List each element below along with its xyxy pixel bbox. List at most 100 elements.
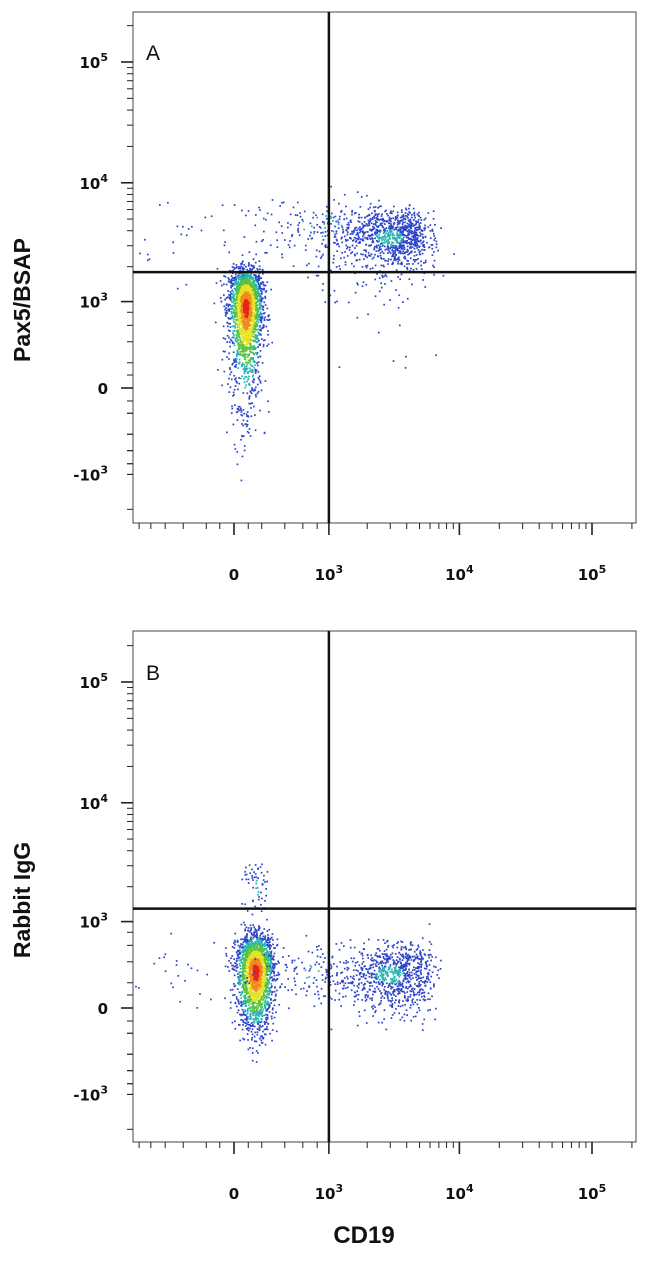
event-dot xyxy=(245,349,247,352)
event-dot xyxy=(240,377,242,380)
event-dot xyxy=(241,363,244,366)
event-dot xyxy=(374,213,377,215)
event-dot xyxy=(238,266,240,268)
event-dot xyxy=(263,976,266,978)
event-dot xyxy=(343,256,345,259)
event-dot xyxy=(440,227,442,229)
event-dot xyxy=(260,938,263,940)
event-dot xyxy=(249,304,252,307)
event-dot xyxy=(424,259,427,262)
event-dot xyxy=(238,324,241,326)
event-dot xyxy=(258,375,261,378)
event-dot xyxy=(398,251,400,254)
event-dot xyxy=(233,300,236,302)
event-dot xyxy=(391,241,393,243)
event-dot xyxy=(258,314,260,317)
event-dot xyxy=(255,934,257,937)
event-dot xyxy=(253,957,256,959)
event-dot xyxy=(248,297,251,300)
event-dot xyxy=(239,267,242,270)
event-dot xyxy=(236,953,239,955)
event-dot xyxy=(307,238,310,240)
event-dot xyxy=(261,1035,263,1037)
event-dot xyxy=(373,247,376,250)
event-dot xyxy=(423,249,425,251)
event-dot xyxy=(246,327,249,330)
event-dot xyxy=(408,220,411,223)
event-dot xyxy=(423,229,426,231)
event-dot xyxy=(362,281,365,283)
event-dot xyxy=(234,277,236,279)
event-dot xyxy=(246,319,249,321)
event-dot xyxy=(398,235,401,238)
event-dot xyxy=(263,997,265,1000)
event-dot xyxy=(242,973,245,976)
event-dot xyxy=(241,286,243,288)
event-dot xyxy=(260,958,263,961)
event-dot xyxy=(224,338,227,340)
event-dot xyxy=(259,381,262,384)
event-dot xyxy=(403,240,406,243)
event-dot xyxy=(255,328,258,331)
event-dot xyxy=(404,217,406,220)
event-dot xyxy=(263,312,266,314)
event-dot xyxy=(358,258,361,261)
event-dot xyxy=(346,227,349,229)
event-dot xyxy=(244,386,247,389)
event-dot xyxy=(261,1025,264,1027)
event-dot xyxy=(243,297,246,300)
event-dot xyxy=(402,218,405,220)
event-dot xyxy=(343,218,345,221)
event-dot xyxy=(260,955,263,957)
event-dot xyxy=(260,317,262,320)
event-dot xyxy=(254,372,257,374)
event-dot xyxy=(237,957,240,960)
event-dot xyxy=(237,316,240,318)
event-dot xyxy=(243,236,246,238)
event-dot xyxy=(392,261,394,264)
event-dot xyxy=(256,1031,259,1033)
event-dot xyxy=(242,306,245,309)
event-dot xyxy=(361,266,364,268)
event-dot xyxy=(414,251,416,253)
event-dot xyxy=(340,224,343,227)
event-dot xyxy=(389,212,392,214)
event-dot xyxy=(380,282,383,285)
event-dot xyxy=(415,231,418,234)
event-dot xyxy=(374,278,377,281)
event-dot xyxy=(274,947,276,949)
event-dot xyxy=(240,300,243,302)
event-dot xyxy=(244,273,246,275)
event-dot xyxy=(233,443,236,446)
event-dot xyxy=(402,252,405,255)
event-dot xyxy=(249,344,252,347)
event-dot xyxy=(244,328,247,331)
event-dot xyxy=(404,218,407,221)
event-dot xyxy=(232,391,235,394)
event-dot xyxy=(399,226,402,229)
event-dot xyxy=(363,249,366,252)
event-dot xyxy=(256,297,258,300)
event-dot xyxy=(372,238,374,240)
event-dot xyxy=(238,348,240,350)
event-dot xyxy=(256,312,258,315)
event-dot xyxy=(230,281,232,284)
event-dot xyxy=(404,367,407,369)
event-dot xyxy=(371,257,374,260)
event-dot xyxy=(236,349,239,352)
event-dot xyxy=(255,275,258,278)
event-dot xyxy=(310,231,312,234)
event-dot xyxy=(246,967,248,969)
event-dot xyxy=(241,414,244,417)
event-dot xyxy=(255,306,258,308)
event-dot xyxy=(336,243,338,246)
event-dot xyxy=(399,234,402,237)
event-dot xyxy=(331,230,333,232)
event-dot xyxy=(351,244,354,247)
event-dot xyxy=(432,232,435,235)
event-dot xyxy=(378,249,381,251)
event-dot xyxy=(244,344,247,347)
event-dot xyxy=(245,297,248,300)
event-dot xyxy=(402,215,405,218)
event-dot xyxy=(258,274,260,277)
